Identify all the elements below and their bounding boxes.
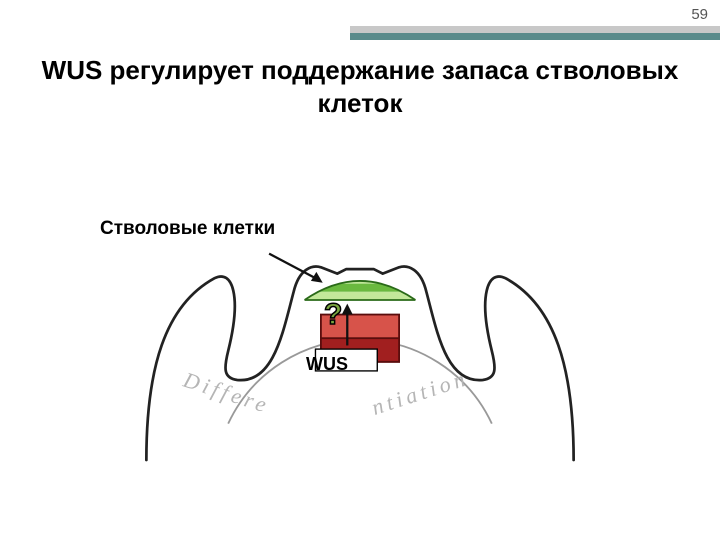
stem-arrow <box>269 254 323 283</box>
wus-label: WUS <box>306 354 348 375</box>
page-number: 59 <box>691 6 708 23</box>
decor-bars <box>350 26 720 40</box>
title-line-1: WUS регулирует поддержание запаса стволо… <box>42 55 679 85</box>
title-line-2: клеток <box>318 88 403 118</box>
meristem-diagram <box>110 200 610 520</box>
page-title: WUS регулирует поддержание запаса стволо… <box>0 54 720 119</box>
stem-cell-zone <box>305 267 416 300</box>
question-mark: ? <box>324 298 342 332</box>
